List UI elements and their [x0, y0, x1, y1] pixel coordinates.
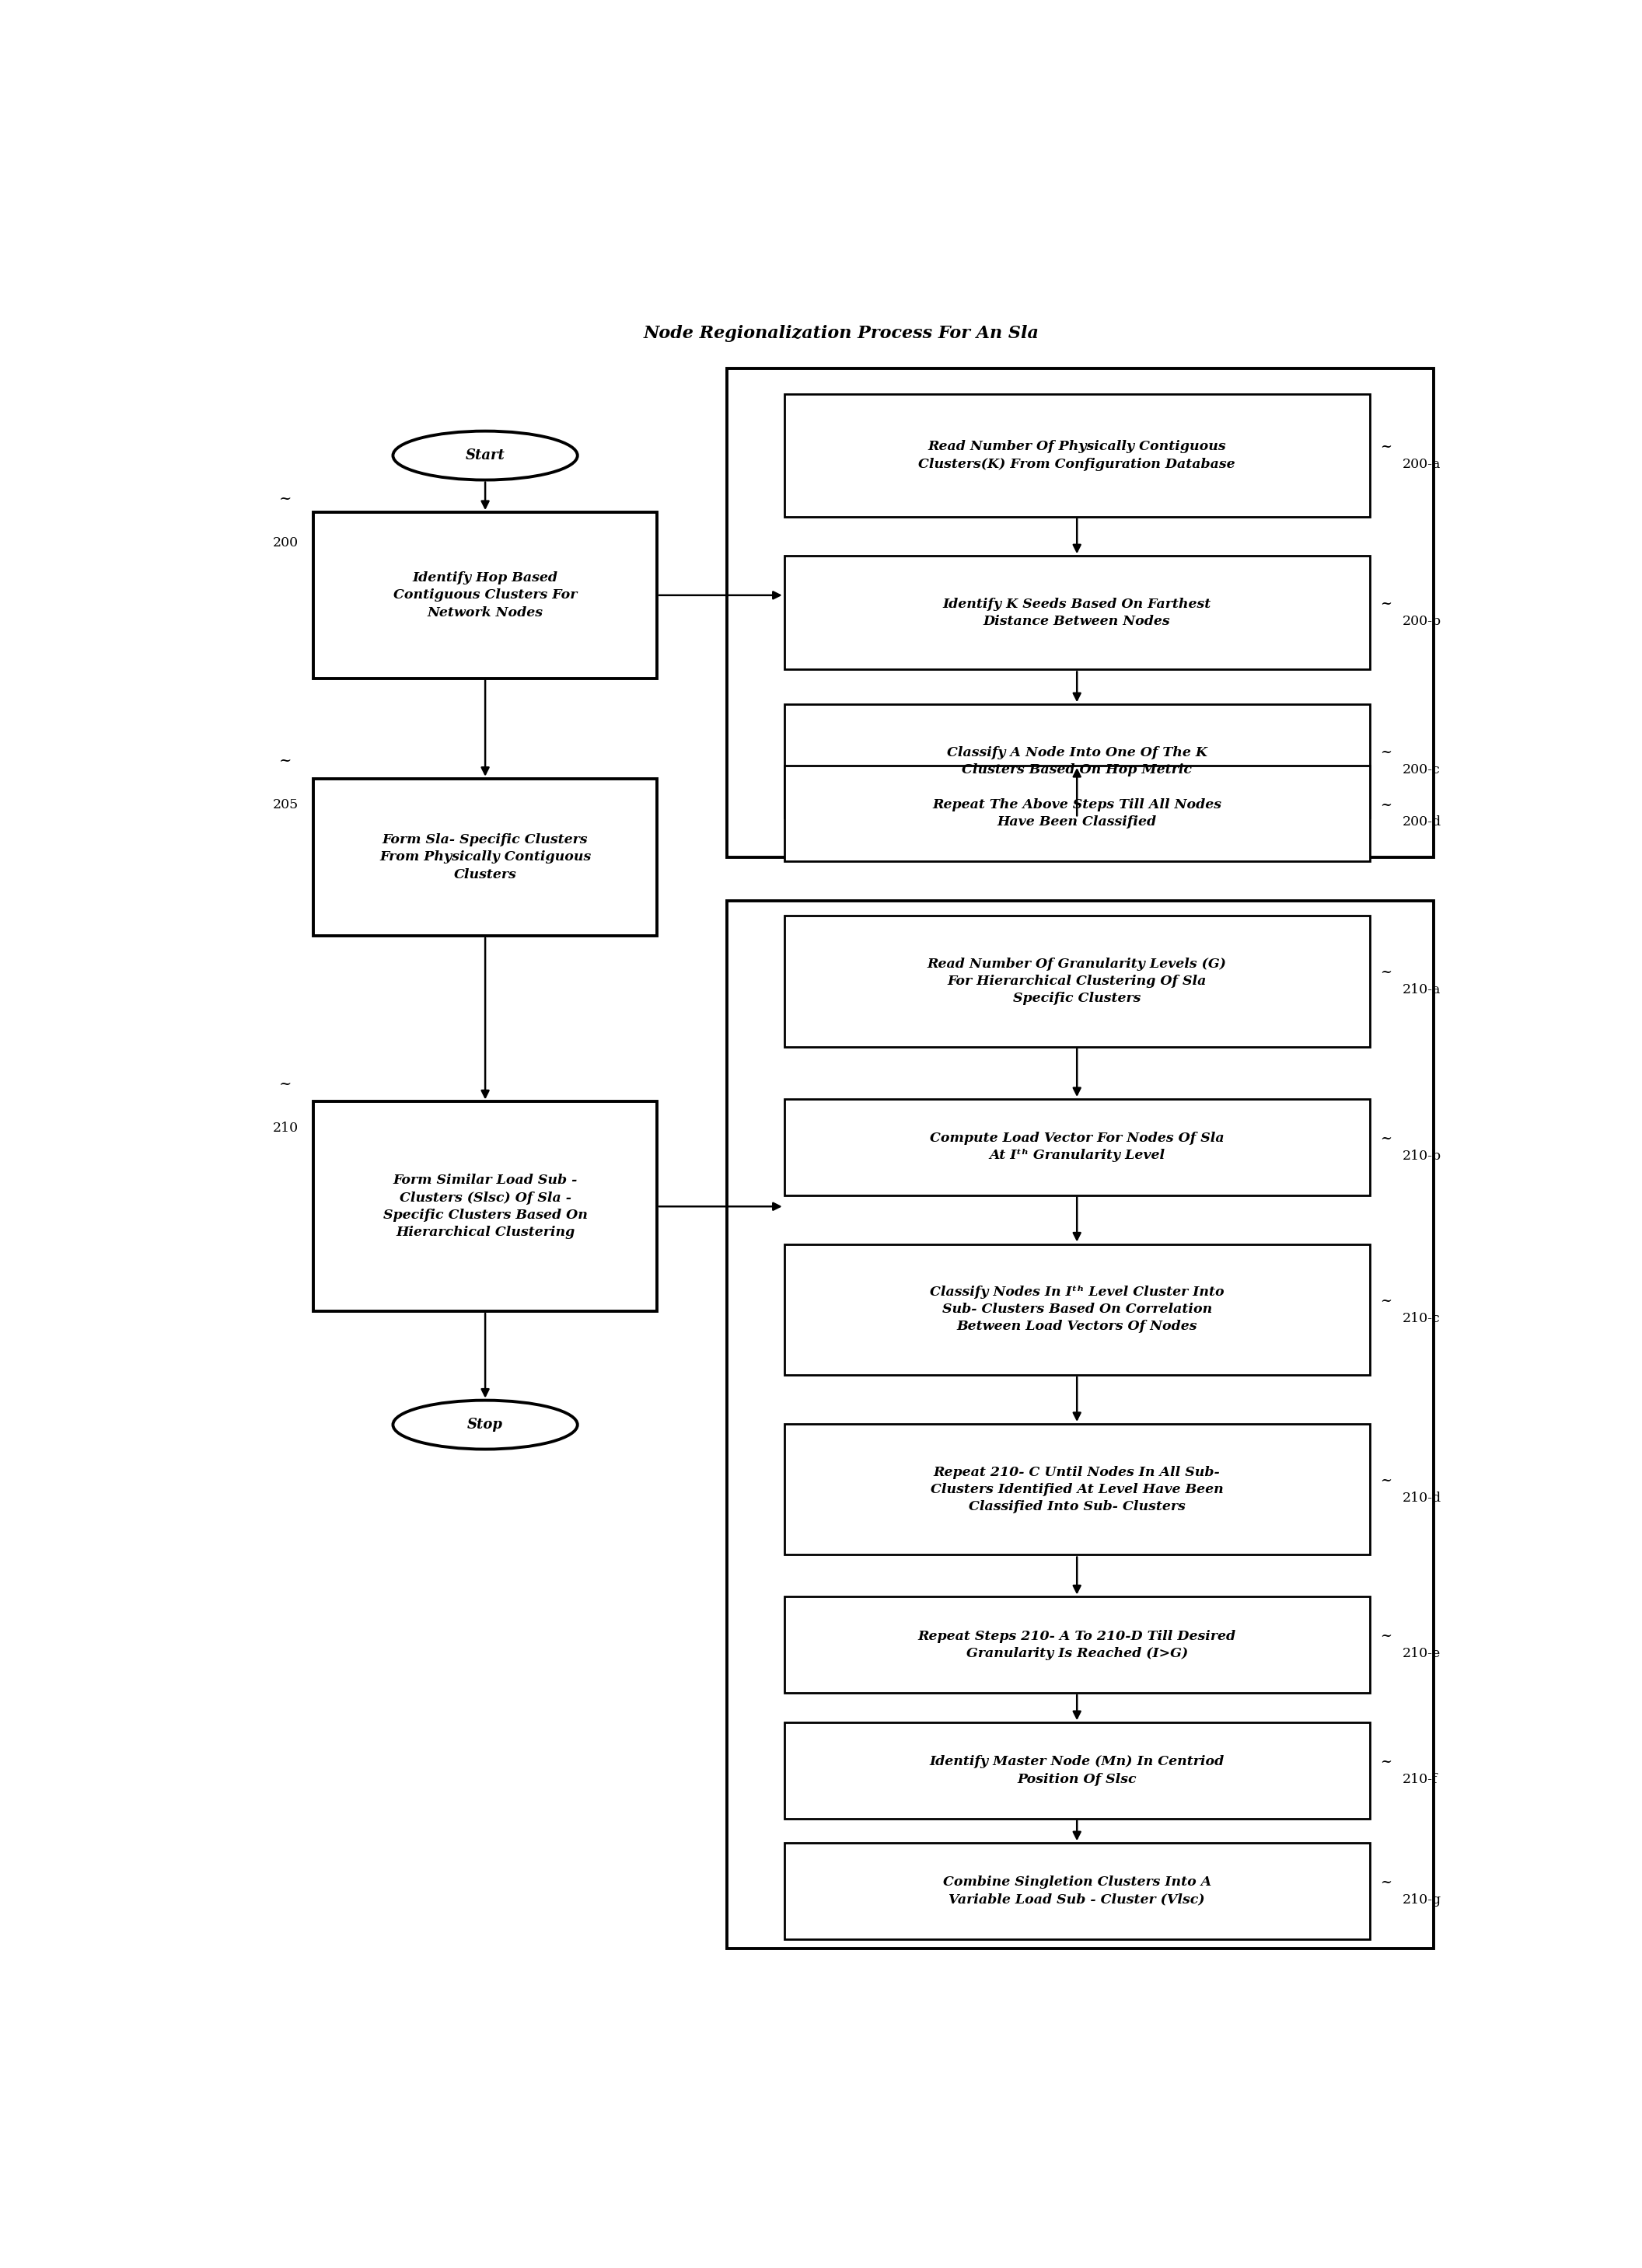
Text: 210-f: 210-f	[1402, 1774, 1438, 1785]
FancyBboxPatch shape	[785, 556, 1369, 669]
Text: 210-e: 210-e	[1402, 1647, 1442, 1660]
Text: Repeat The Above Steps Till All Nodes
Have Been Classified: Repeat The Above Steps Till All Nodes Ha…	[933, 798, 1222, 828]
Text: 200-d: 200-d	[1402, 816, 1442, 828]
FancyBboxPatch shape	[785, 705, 1369, 819]
Text: ~: ~	[1379, 1474, 1391, 1488]
Text: Read Number Of Physically Contiguous
Clusters(K) From Configuration Database: Read Number Of Physically Contiguous Clu…	[918, 440, 1235, 472]
Text: ~: ~	[279, 755, 292, 769]
Text: Read Number Of Granularity Levels (G)
For Hierarchical Clustering Of Sla
Specifi: Read Number Of Granularity Levels (G) Fo…	[928, 957, 1227, 1005]
Text: ~: ~	[1379, 966, 1391, 980]
FancyBboxPatch shape	[785, 1245, 1369, 1374]
FancyBboxPatch shape	[314, 513, 657, 678]
FancyBboxPatch shape	[727, 900, 1433, 1948]
Text: 210-g: 210-g	[1402, 1894, 1442, 1907]
FancyBboxPatch shape	[785, 916, 1369, 1046]
Text: 200-a: 200-a	[1402, 458, 1442, 472]
Text: Combine Singletion Clusters Into A
Variable Load Sub - Cluster (Vlsc): Combine Singletion Clusters Into A Varia…	[943, 1876, 1212, 1907]
FancyBboxPatch shape	[785, 1844, 1369, 1939]
FancyBboxPatch shape	[785, 1424, 1369, 1556]
Ellipse shape	[392, 1399, 578, 1449]
Text: ~: ~	[1379, 440, 1391, 454]
Text: Compute Load Vector For Nodes Of Sla
At Iᵗʰ Granularity Level: Compute Load Vector For Nodes Of Sla At …	[929, 1132, 1225, 1161]
Ellipse shape	[392, 431, 578, 481]
Text: 210-c: 210-c	[1402, 1311, 1440, 1325]
Text: Classify A Node Into One Of The K
Clusters Based On Hop Metric: Classify A Node Into One Of The K Cluste…	[947, 746, 1207, 776]
Text: ~: ~	[1379, 1293, 1391, 1309]
FancyBboxPatch shape	[785, 395, 1369, 517]
Text: Stop: Stop	[468, 1418, 502, 1431]
FancyBboxPatch shape	[727, 367, 1433, 857]
Text: ~: ~	[1379, 746, 1391, 760]
Text: Node Regionalization Process For An Sla: Node Regionalization Process For An Sla	[644, 324, 1039, 342]
Text: 205: 205	[273, 798, 299, 812]
FancyBboxPatch shape	[785, 1100, 1369, 1195]
Text: ~: ~	[1379, 1755, 1391, 1769]
Text: 210-a: 210-a	[1402, 984, 1442, 996]
Text: Repeat 210- C Until Nodes In All Sub-
Clusters Identified At Level Have Been
Cla: Repeat 210- C Until Nodes In All Sub- Cl…	[931, 1465, 1223, 1513]
Text: ~: ~	[1379, 1876, 1391, 1889]
FancyBboxPatch shape	[785, 1721, 1369, 1819]
Text: Identify K Seeds Based On Farthest
Distance Between Nodes: Identify K Seeds Based On Farthest Dista…	[943, 596, 1212, 628]
Text: ~: ~	[1379, 1132, 1391, 1145]
Text: 200: 200	[273, 535, 299, 549]
Text: 210: 210	[273, 1120, 299, 1134]
Text: Form Similar Load Sub -
Clusters (Slsc) Of Sla -
Specific Clusters Based On
Hier: Form Similar Load Sub - Clusters (Slsc) …	[383, 1175, 588, 1238]
Text: Classify Nodes In Iᵗʰ Level Cluster Into
Sub- Clusters Based On Correlation
Betw: Classify Nodes In Iᵗʰ Level Cluster Into…	[929, 1286, 1225, 1334]
FancyBboxPatch shape	[314, 1102, 657, 1311]
Text: ~: ~	[1379, 1628, 1391, 1642]
Text: Identify Master Node (Mn) In Centriod
Position Of Slsc: Identify Master Node (Mn) In Centriod Po…	[929, 1755, 1225, 1785]
Text: Start: Start	[465, 449, 506, 463]
Text: ~: ~	[279, 492, 292, 506]
Text: ~: ~	[279, 1077, 292, 1091]
Text: ~: ~	[1379, 596, 1391, 610]
Text: Repeat Steps 210- A To 210-D Till Desired
Granularity Is Reached (I>G): Repeat Steps 210- A To 210-D Till Desire…	[918, 1631, 1236, 1660]
Text: Form Sla- Specific Clusters
From Physically Contiguous
Clusters: Form Sla- Specific Clusters From Physica…	[379, 832, 591, 880]
FancyBboxPatch shape	[314, 778, 657, 937]
Text: 210-b: 210-b	[1402, 1150, 1442, 1163]
Text: 200-b: 200-b	[1402, 615, 1442, 628]
Text: ~: ~	[1379, 798, 1391, 812]
Text: 210-d: 210-d	[1402, 1492, 1442, 1504]
FancyBboxPatch shape	[785, 1597, 1369, 1692]
Text: Identify Hop Based
Contiguous Clusters For
Network Nodes: Identify Hop Based Contiguous Clusters F…	[394, 572, 576, 619]
Text: 200-c: 200-c	[1402, 764, 1440, 776]
FancyBboxPatch shape	[785, 767, 1369, 862]
